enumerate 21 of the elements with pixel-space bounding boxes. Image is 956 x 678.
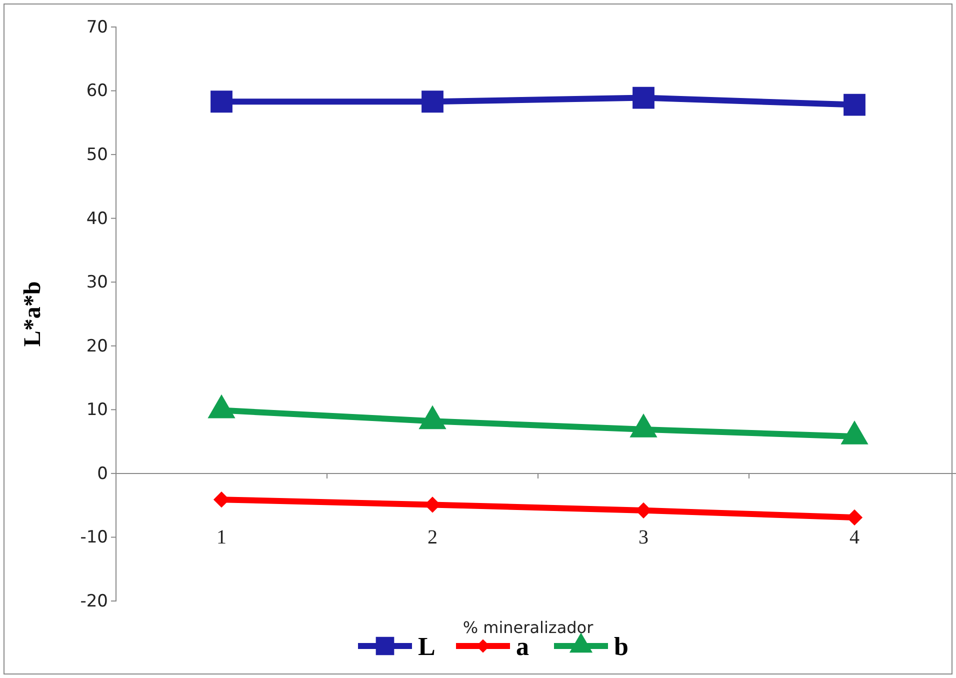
y-tick-label: -20 — [80, 591, 108, 612]
y-tick-label: 40 — [86, 208, 108, 229]
x-tick-label: 4 — [850, 526, 860, 548]
y-tick-label: 30 — [86, 272, 108, 293]
y-tick-label: 20 — [86, 336, 108, 356]
x-tick-label: 2 — [428, 526, 438, 548]
y-tick-label: 0 — [97, 464, 108, 484]
point — [632, 86, 654, 109]
point — [422, 90, 444, 113]
point — [844, 94, 866, 116]
y-tick-label: 50 — [86, 144, 108, 165]
x-tick-label: 3 — [638, 526, 648, 548]
legend-label: b — [614, 632, 628, 661]
legend-label: L — [418, 632, 436, 661]
x-tick-label: 1 — [216, 526, 226, 548]
y-tick-label: 70 — [86, 17, 108, 38]
y-tick-label: 60 — [86, 81, 108, 102]
point — [210, 90, 232, 113]
y-tick-label: -10 — [80, 528, 108, 548]
y-tick-label: 10 — [86, 400, 108, 420]
y-axis-title: L*a*b — [20, 281, 46, 347]
